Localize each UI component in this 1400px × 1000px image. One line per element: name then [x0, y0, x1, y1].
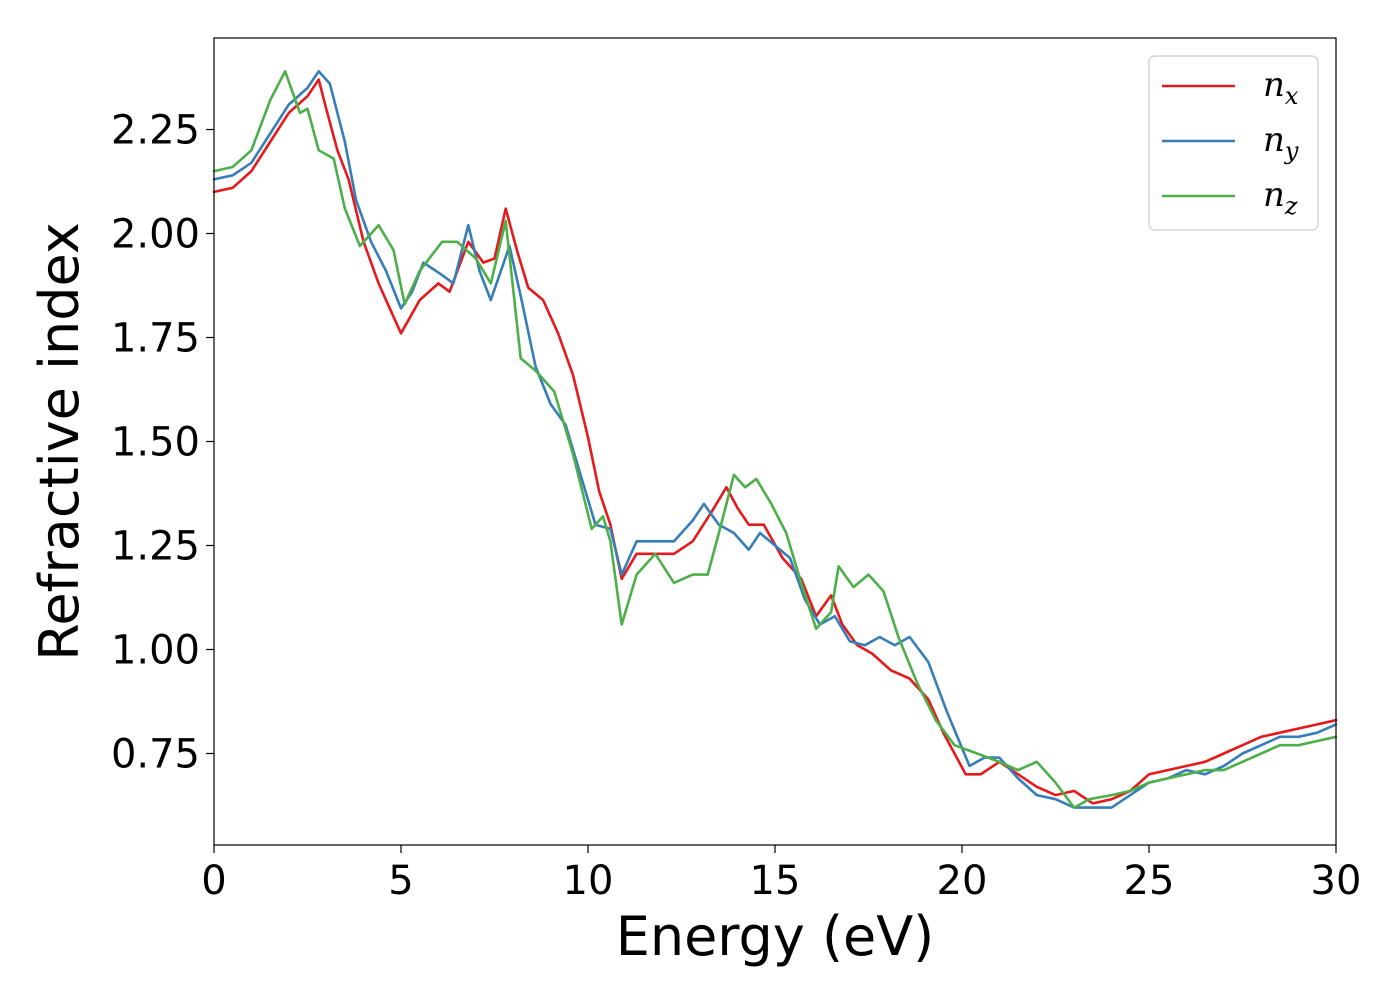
series-line-x: [212, 78, 1338, 805]
x-tick-label: 5: [388, 858, 413, 904]
x-tick-label: 0: [201, 858, 226, 904]
series-line-y: [212, 70, 1338, 809]
y-tick-label: 2.25: [111, 108, 200, 154]
legend: nx ny nz: [1148, 55, 1319, 231]
y-tick-label: 0.75: [111, 731, 200, 777]
y-tick-label: 2.00: [111, 212, 200, 258]
x-tick-label: 15: [750, 858, 801, 904]
x-tick-label: 25: [1124, 858, 1175, 904]
x-tick-label: 20: [937, 858, 988, 904]
y-tick-label: 1.50: [111, 420, 200, 466]
legend-label-x: nx: [1263, 65, 1299, 110]
x-axis-title: Energy (eV): [616, 905, 935, 968]
series-line-z: [212, 70, 1338, 809]
y-tick-label: 1.25: [111, 523, 200, 569]
y-tick-label: 1.00: [111, 627, 200, 673]
legend-label-y: ny: [1263, 120, 1299, 165]
lines-layer: [212, 70, 1338, 809]
y-axis-title: Refractive index: [28, 222, 91, 661]
x-axis-ticks: 0 5 10 15 20 25 30: [201, 845, 1361, 904]
x-tick-label: 10: [563, 858, 614, 904]
y-tick-label: 1.75: [111, 316, 200, 362]
legend-label-z: nz: [1263, 175, 1298, 220]
legend-box: [1148, 55, 1319, 231]
y-axis-ticks: 0.75 1.00 1.25 1.50 1.75 2.00 2.25: [111, 108, 214, 777]
x-tick-label: 30: [1311, 858, 1362, 904]
